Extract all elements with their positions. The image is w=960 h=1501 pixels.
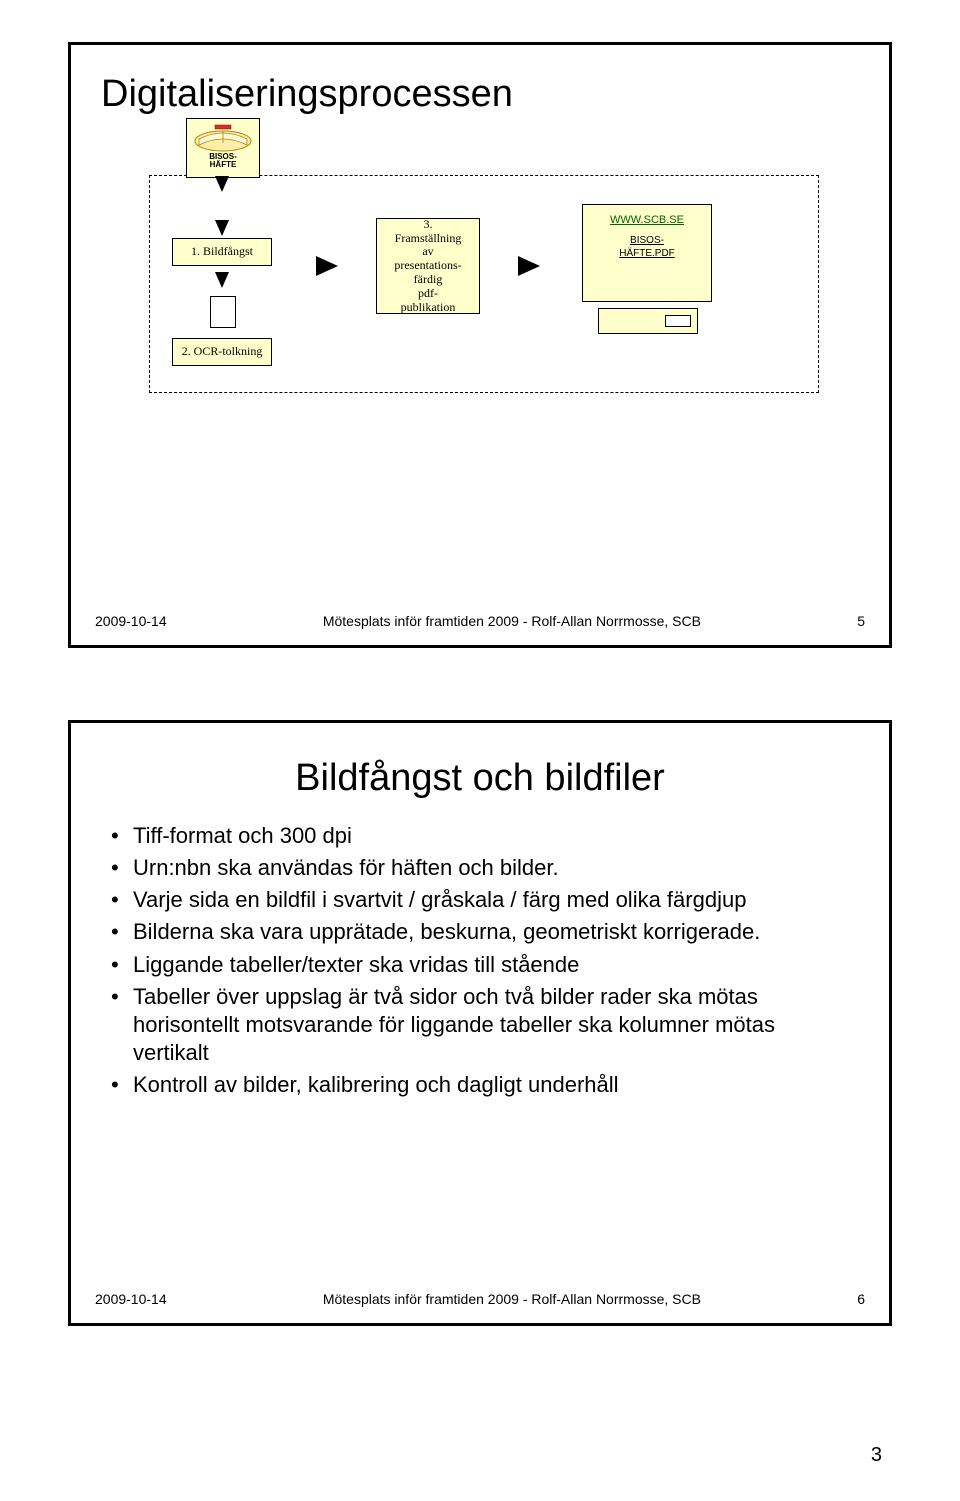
list-item: Liggande tabeller/texter ska vridas till… [107,951,853,979]
slide-1-title: Digitaliseringsprocessen [101,73,889,116]
list-item: Bilderna ska vara upprätade, beskurna, g… [107,918,853,946]
list-item: Tabeller över uppslag är två sidor och t… [107,983,853,1067]
footer-page-num: 5 [857,613,865,629]
footer-text: Mötesplats inför framtiden 2009 - Rolf-A… [323,1291,701,1307]
document-page-number: 3 [871,1444,882,1467]
book-icon-box: BISOS- HÄFTE [186,118,260,178]
slide-2-footer: 2009-10-14 Mötesplats inför framtiden 20… [95,1291,865,1307]
list-item: Tiff-format och 300 dpi [107,822,853,850]
page-icon [210,296,236,328]
list-item: Varje sida en bildfil i svartvit / gråsk… [107,886,853,914]
step-2-box: 2. OCR-tolkning [172,338,272,366]
bullet-list: Tiff-format och 300 dpi Urn:nbn ska anvä… [107,822,853,1099]
computer-base [598,308,698,334]
screen-pdf-label: BISOS- HÄFTE.PDF [589,234,705,261]
slide-2: Bildfångst och bildfiler Tiff-format och… [68,720,892,1326]
arrow-right-icon [316,256,338,276]
arrow-right-icon [518,256,540,276]
computer-screen: WWW.SCB.SE BISOS- HÄFTE.PDF [582,204,712,302]
slide-1-footer: 2009-10-14 Mötesplats inför framtiden 20… [95,613,865,629]
footer-text: Mötesplats inför framtiden 2009 - Rolf-A… [323,613,701,629]
arrow-down-icon [215,272,229,288]
computer-icon: WWW.SCB.SE BISOS- HÄFTE.PDF [582,204,712,332]
step-3-box: 3. Framställning av presentations- färdi… [376,218,480,314]
book-label: BISOS- HÄFTE [193,153,253,169]
book-icon [193,123,253,153]
footer-page-num: 6 [857,1291,865,1307]
slide-2-title: Bildfångst och bildfiler [71,757,889,800]
page: Digitaliseringsprocessen BISOS- HÄFTE 1.… [0,0,960,1501]
list-item: Urn:nbn ska användas för häften och bild… [107,854,853,882]
arrow-down-icon [215,176,229,192]
arrow-down-icon [215,220,229,236]
step-1-box: 1. Bildfångst [172,238,272,266]
footer-date: 2009-10-14 [95,1291,167,1307]
slide-1: Digitaliseringsprocessen BISOS- HÄFTE 1.… [68,42,892,648]
footer-date: 2009-10-14 [95,613,167,629]
list-item: Kontroll av bilder, kalibrering och dagl… [107,1071,853,1099]
process-diagram: BISOS- HÄFTE 1. Bildfångst 2. OCR-tolkni… [149,175,819,393]
screen-url: WWW.SCB.SE [589,213,705,228]
